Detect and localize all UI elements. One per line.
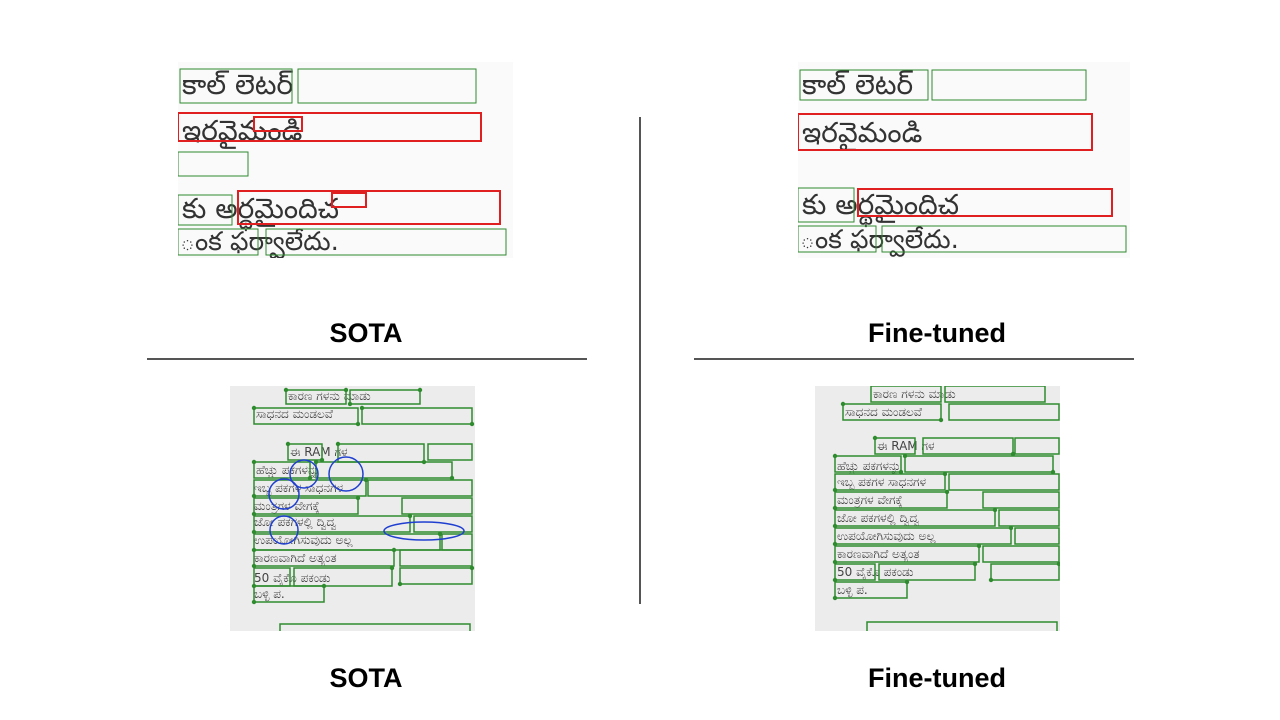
caption-top-left: SOTA <box>329 318 403 348</box>
telugu-line-4: ంక ఫర్వాలేదు. <box>180 227 339 258</box>
telugu-sota-image: కాల్ లెటర్ ఇరవైమండి కు అర్థమైందిచ ంక ఫర్… <box>178 62 513 258</box>
svg-text:ಈ RAM ಗಳ: ಈ RAM ಗಳ <box>290 445 348 459</box>
svg-text:ಮಂತ್ರಗಳ ವೇಗಕ್ಕೆ: ಮಂತ್ರಗಳ ವೇಗಕ್ಕೆ <box>837 493 903 508</box>
kannada-ft-text: ಕಾರಣ ಗಳನು ಮಾಡು ಸಾಧನದ ಮಂಡಲವೆ ಈ RAM ಗಳ ಹೆಚ… <box>837 387 956 598</box>
svg-text:ಇಬ್ಬ ಪಕಗಳ ಸಾಧನಗಳ: ಇಬ್ಬ ಪಕಗಳ ಸಾಧನಗಳ <box>837 475 927 490</box>
caption-bottom-right: Fine-tuned <box>868 663 1006 693</box>
left-horizontal-divider <box>147 358 587 360</box>
ft-word-polygons <box>834 386 1060 631</box>
error-boxes <box>178 112 501 225</box>
ft-line-boxes <box>798 113 1113 217</box>
svg-text:ಸಾಧನದ ಮಂಡಲವೆ: ಸಾಧನದ ಮಂಡಲವೆ <box>845 405 922 419</box>
kannada-sota-panel: ಕಾರಣ ಗಳನು ಮಾಡು ಸಾಧನದ ಮಂಡಲವೆ ಈ RAM ಗಳ ಹೆಚ… <box>230 386 475 631</box>
telugu-sota-panel: కాల్ లెటర్ ఇరవైమండి కు అర్థమైందిచ ంక ఫర్… <box>178 62 513 258</box>
svg-text:ಹೆಚ್ಚು ಪಕಗಳನ್ನು: ಹೆಚ್ಚು ಪಕಗಳನ್ನು <box>837 459 901 475</box>
telugu-line-1: కాల్ లెటర్ <box>182 68 293 101</box>
kannada-text: ಕಾರಣ ಗಳನು ಮಾಡು ಸಾಧನದ ಮಂಡಲವೆ ಈ RAM ಗಳ ಹೆಚ… <box>254 389 371 602</box>
telugu-finetuned-image: కాల్ లెటర్ ఇరవైమండి కు అర్థమైందిచ ంక ఫర్… <box>798 62 1130 258</box>
caption-top-right: Fine-tuned <box>868 318 1006 348</box>
svg-text:ಕಾರಣ ಗಳನು ಮಾಡು: ಕಾರಣ ಗಳನು ಮಾಡು <box>288 389 371 403</box>
kannada-finetuned-image: ಕಾರಣ ಗಳನು ಮಾಡು ಸಾಧನದ ಮಂಡಲವೆ ಈ RAM ಗಳ ಹೆಚ… <box>815 386 1060 631</box>
svg-text:ಕಾರಣ ಗಳನು ಮಾಡು: ಕಾರಣ ಗಳನು ಮಾಡು <box>873 387 956 401</box>
svg-text:ಜೋ ಪಕಗಳಲ್ಲಿ ದ್ವಿದ್ವ: ಜೋ ಪಕಗಳಲ್ಲಿ ದ್ವಿದ್ವ <box>837 511 920 526</box>
svg-text:ಬಳ್ಳಿ ಪ.: ಬಳ್ಳಿ ಪ. <box>254 587 285 602</box>
caption-bottom-left: SOTA <box>329 663 403 693</box>
kannada-sota-image: ಕಾರಣ ಗಳನು ಮಾಡು ಸಾಧನದ ಮಂಡಲವೆ ಈ RAM ಗಳ ಹೆಚ… <box>230 386 475 631</box>
vertical-divider <box>639 117 641 604</box>
kannada-finetuned-panel: ಕಾರಣ ಗಳನು ಮಾಡು ಸಾಧನದ ಮಂಡಲವೆ ಈ RAM ಗಳ ಹೆಚ… <box>815 386 1060 631</box>
word-boxes <box>178 68 507 256</box>
telugu-ft-line-2: ఇరవైమండి <box>802 116 922 151</box>
svg-text:ಬಳ್ಳಿ ಪ.: ಬಳ್ಳಿ ಪ. <box>837 583 868 598</box>
polygon-vertices <box>251 387 475 605</box>
telugu-finetuned-panel: కాల్ లెటర్ ఇరవైమండి కు అర్థమైందిచ ంక ఫర్… <box>798 62 1130 258</box>
svg-text:ಈ RAM ಗಳ: ಈ RAM ಗಳ <box>877 439 935 453</box>
svg-text:ಮಂತ್ರಗಳ ವೇಗಕ್ಕೆ: ಮಂತ್ರಗಳ ವೇಗಕ್ಕೆ <box>254 499 320 514</box>
telugu-ft-line-1: కాల్ లెటర్ <box>802 68 913 101</box>
svg-text:ಉಪಯೋಗಿಸುವುದು ಅಲ್ಲ: ಉಪಯೋಗಿಸುವುದು ಅಲ್ಲ <box>254 533 353 548</box>
svg-text:ಹೆಚ್ಚು ಪಕಗಳನ್ನು: ಹೆಚ್ಚು ಪಕಗಳನ್ನು <box>256 463 320 479</box>
svg-text:ಕಾರಣವಾಗಿದೆ ಅತ್ಯಂತ: ಕಾರಣವಾಗಿದೆ ಅತ್ಯಂತ <box>837 547 920 563</box>
svg-text:50 ವೈಕೊ ಪಕಂಡು: 50 ವೈಕೊ ಪಕಂಡು <box>254 571 331 586</box>
ft-word-boxes <box>798 69 1127 253</box>
svg-text:ಉಪಯೋಗಿಸುವುದು ಅಲ್ಲ: ಉಪಯೋಗಿಸುವುದು ಅಲ್ಲ <box>837 529 936 544</box>
ft-polygon-vertices <box>832 401 1060 601</box>
svg-text:ಸಾಧನದ ಮಂಡಲವೆ: ಸಾಧನದ ಮಂಡಲವೆ <box>256 407 333 421</box>
right-horizontal-divider <box>694 358 1134 360</box>
svg-text:ಕಾರಣವಾಗಿದೆ ಅತ್ಯಂತ: ಕಾರಣವಾಗಿದೆ ಅತ್ಯಂತ <box>254 551 337 567</box>
error-ellipses <box>268 456 465 545</box>
